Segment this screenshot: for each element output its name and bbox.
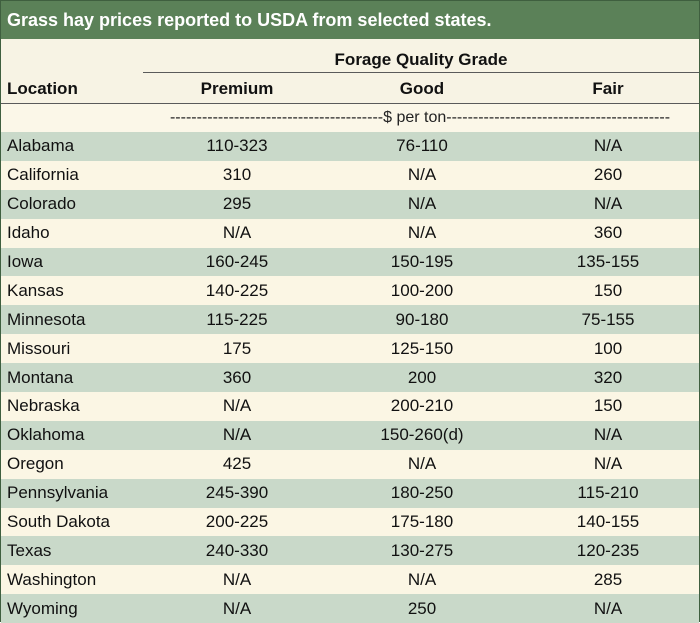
table-row: Minnesota 115-225 90-180 75-155 <box>1 305 699 335</box>
cell-premium: 160-245 <box>205 252 269 271</box>
cell-good: 130-275 <box>390 540 454 560</box>
cell-good: N/A <box>407 569 437 589</box>
cell-location: Oregon <box>7 454 64 474</box>
cell-premium: 115-225 <box>206 309 268 329</box>
table-row: California 310 N/A 260 <box>1 160 699 190</box>
table-row: Wyoming N/A 250 N/A <box>1 594 699 623</box>
cell-location: Kansas <box>7 280 64 300</box>
cell-location: Alabama <box>7 136 75 156</box>
table-row: Colorado 295 N/A N/A <box>1 189 699 219</box>
cell-location: Minnesota <box>7 309 86 329</box>
cell-location: Idaho <box>7 223 50 243</box>
cell-location: Iowa <box>7 252 43 271</box>
cell-location: Colorado <box>7 194 76 214</box>
cell-fair: 150 <box>593 280 623 300</box>
cell-good: 125-150 <box>390 338 454 358</box>
cell-fair: 360 <box>593 223 623 243</box>
table-title: Grass hay prices reported to USDA from s… <box>1 1 699 39</box>
cell-good: 175-180 <box>390 512 454 532</box>
table-row: Alabama 110-323 76-110 N/A <box>1 132 699 161</box>
table-row: Oregon 425 N/A N/A <box>1 449 699 479</box>
cell-premium: N/A <box>222 223 252 243</box>
cell-location: California <box>7 165 79 185</box>
cell-good: 150-260(d) <box>380 425 464 445</box>
cell-fair: N/A <box>593 425 623 445</box>
table-row: Iowa 160-245 150-195 135-155 <box>1 247 699 277</box>
cell-location: Montana <box>7 367 74 387</box>
cell-fair: N/A <box>593 194 623 214</box>
unit-label: ----------------------------------------… <box>169 109 671 126</box>
cell-fair: 150 <box>593 396 623 416</box>
cell-premium: 245-390 <box>205 483 269 503</box>
cell-location: Wyoming <box>7 598 78 618</box>
cell-fair: 140-155 <box>576 512 640 532</box>
cell-fair: 100 <box>593 338 623 358</box>
cell-premium: 360 <box>222 367 252 387</box>
cell-fair: 260 <box>593 165 623 185</box>
cell-premium: 295 <box>222 194 252 214</box>
column-header-fair: Fair <box>592 79 624 98</box>
cell-fair: N/A <box>593 598 623 618</box>
cell-premium: N/A <box>222 598 252 618</box>
table-row: Washington N/A N/A 285 <box>1 565 699 595</box>
table-row: Missouri 175 125-150 100 <box>1 334 699 364</box>
table-row: Idaho N/A N/A 360 <box>1 218 699 248</box>
group-header-divider <box>143 72 699 73</box>
cell-fair: 120-235 <box>576 540 640 560</box>
cell-good: 180-250 <box>390 483 454 503</box>
forage-quality-grade-header: Forage Quality Grade <box>334 50 508 69</box>
cell-fair: 75-155 <box>581 309 635 329</box>
cell-fair: 135-155 <box>576 252 640 271</box>
table-row: Texas 240-330 130-275 120-235 <box>1 536 699 566</box>
cell-good: N/A <box>407 454 437 474</box>
cell-premium: 175 <box>222 338 252 358</box>
table-row: South Dakota 200-225 175-180 140-155 <box>1 507 699 537</box>
cell-location: Oklahoma <box>7 425 85 445</box>
cell-premium: N/A <box>222 569 252 589</box>
cell-premium: N/A <box>222 425 252 445</box>
cell-location: Missouri <box>7 338 71 358</box>
cell-premium: 240-330 <box>205 540 269 560</box>
cell-premium: 425 <box>222 454 252 474</box>
cell-good: N/A <box>407 194 437 214</box>
cell-premium: 110-323 <box>206 136 268 156</box>
unit-row <box>1 104 699 132</box>
table-body: Alabama 110-323 76-110 N/A California 310 N/A 2… <box>1 132 699 623</box>
column-header-premium: Premium <box>200 79 274 98</box>
cell-good: 100-200 <box>390 280 454 300</box>
cell-fair: 115-210 <box>577 483 639 503</box>
cell-good: 150-195 <box>390 252 454 271</box>
table-row: Montana 360 200 320 <box>1 363 699 393</box>
cell-premium: 140-225 <box>205 280 269 300</box>
cell-good: N/A <box>407 223 437 243</box>
cell-location: Washington <box>7 569 97 589</box>
table-row: Pennsylvania 245-390 180-250 115-210 <box>1 478 699 508</box>
header-divider <box>1 103 699 104</box>
table-row: Nebraska N/A 200-210 150 <box>1 392 699 421</box>
table-header <box>1 39 699 104</box>
column-header-good: Good <box>399 79 445 98</box>
cell-good: N/A <box>407 165 437 185</box>
cell-fair: 285 <box>593 569 623 589</box>
cell-fair: 320 <box>593 367 623 387</box>
cell-location: South Dakota <box>7 512 111 532</box>
cell-good: 250 <box>407 598 437 618</box>
cell-location: Texas <box>7 540 52 560</box>
cell-premium: N/A <box>222 396 252 416</box>
cell-good: 90-180 <box>395 309 449 329</box>
cell-good: 76-110 <box>396 136 448 156</box>
cell-location: Pennsylvania <box>7 483 109 503</box>
cell-good: 200-210 <box>390 396 454 416</box>
cell-good: 200 <box>407 367 437 387</box>
table-row: Oklahoma N/A 150-260(d) N/A <box>1 420 699 450</box>
cell-premium: 310 <box>222 165 252 185</box>
table-row: Kansas 140-225 100-200 150 <box>1 276 699 306</box>
cell-fair: N/A <box>593 454 623 474</box>
cell-location: Nebraska <box>7 396 80 416</box>
cell-premium: 200-225 <box>205 512 269 532</box>
column-header-location: Location <box>7 79 78 98</box>
cell-fair: N/A <box>593 136 623 156</box>
